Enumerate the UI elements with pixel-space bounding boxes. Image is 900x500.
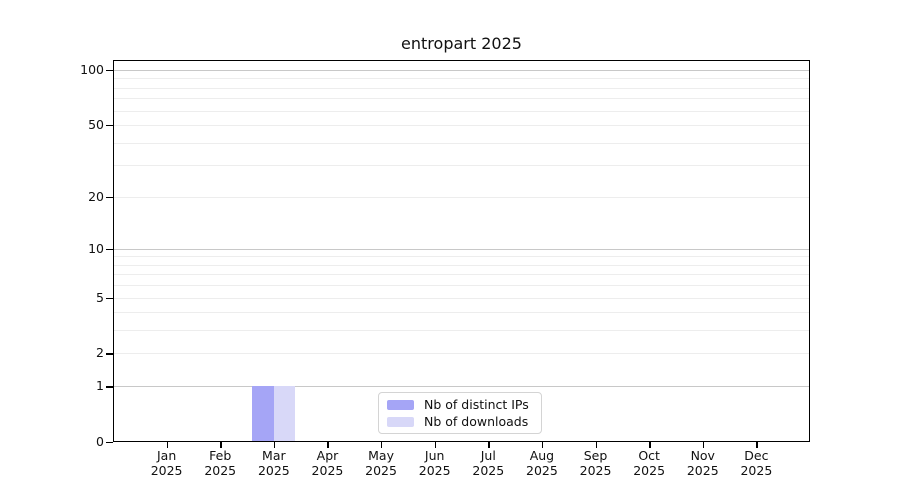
x-tick-mark: [488, 442, 490, 448]
y-tick-mark: [106, 442, 113, 444]
x-tick-mark: [541, 442, 544, 448]
y-tick-mark: [106, 297, 113, 299]
y-gridline-minor: [113, 78, 810, 80]
y-tick-mark: [106, 196, 113, 198]
y-gridline-minor: [113, 330, 810, 332]
x-tick-mark: [649, 442, 651, 448]
y-gridline-minor: [113, 196, 810, 198]
x-tick-mark: [595, 442, 597, 448]
x-tick-label: Jan 2025: [150, 448, 183, 478]
y-gridline-minor: [113, 87, 810, 89]
legend-swatch-downloads: [387, 416, 414, 427]
bar-downloads: [273, 386, 296, 442]
x-tick-label: Jun 2025: [418, 448, 451, 478]
y-tick-label: 1: [96, 378, 104, 394]
x-tick-mark: [381, 442, 383, 448]
y-tick-label: 0: [96, 434, 104, 449]
y-gridline-minor: [113, 312, 810, 314]
x-tick-label: May 2025: [365, 448, 397, 478]
x-tick-mark: [702, 442, 705, 448]
y-tick-label: 2: [96, 345, 104, 361]
y-gridline-minor: [113, 285, 810, 287]
bar-distinct-ips: [252, 386, 274, 442]
x-tick-mark: [273, 442, 276, 448]
legend: Nb of distinct IPs Nb of downloads: [378, 392, 542, 434]
x-tick-label: Dec 2025: [740, 448, 773, 478]
y-tick-mark: [106, 69, 113, 72]
y-tick-mark: [106, 353, 113, 355]
x-tick-mark: [434, 442, 437, 448]
y-gridline-minor: [113, 142, 810, 144]
legend-label-downloads: Nb of downloads: [424, 413, 529, 429]
x-tick-mark: [327, 442, 329, 448]
y-gridline-minor: [113, 353, 810, 355]
legend-label-distinct-ips: Nb of distinct IPs: [424, 396, 529, 412]
y-gridline-minor: [113, 264, 810, 266]
y-tick-mark: [106, 125, 113, 127]
y-tick-mark: [106, 248, 113, 251]
y-gridline-minor: [113, 98, 810, 100]
x-tick-mark: [756, 442, 758, 448]
y-gridline-minor: [113, 110, 810, 112]
y-gridline-minor: [113, 125, 810, 127]
y-gridline-minor: [113, 297, 810, 299]
x-tick-label: Mar 2025: [257, 448, 290, 478]
legend-swatch-distinct-ips: [387, 399, 414, 410]
plot-border: [113, 60, 810, 442]
x-tick-label: Feb 2025: [204, 448, 237, 478]
y-gridline-minor: [113, 256, 810, 258]
y-gridline-major: [113, 386, 810, 388]
x-tick-mark: [166, 442, 168, 448]
x-tick-label: Apr 2025: [311, 448, 344, 478]
y-gridline-minor: [113, 274, 810, 276]
x-tick-label: Nov 2025: [686, 448, 719, 478]
y-tick-label: 5: [96, 289, 104, 305]
y-tick-label: 20: [88, 188, 104, 204]
x-tick-label: Jul 2025: [472, 448, 505, 478]
legend-item-distinct-ips: Nb of distinct IPs: [387, 396, 533, 412]
y-gridline-major: [113, 69, 810, 71]
legend-item-downloads: Nb of downloads: [387, 413, 533, 429]
x-tick-label: Sep 2025: [579, 448, 612, 478]
y-tick-label: 50: [88, 117, 104, 133]
chart-title: entropart 2025: [401, 34, 522, 53]
y-tick-mark: [106, 386, 113, 388]
x-tick-label: Aug 2025: [526, 448, 558, 478]
x-tick-label: Oct 2025: [633, 448, 666, 478]
x-tick-mark: [220, 442, 222, 448]
y-tick-label: 10: [88, 240, 104, 256]
y-tick-label: 100: [80, 61, 104, 77]
y-gridline-minor: [113, 165, 810, 167]
y-gridline-major: [113, 248, 810, 250]
